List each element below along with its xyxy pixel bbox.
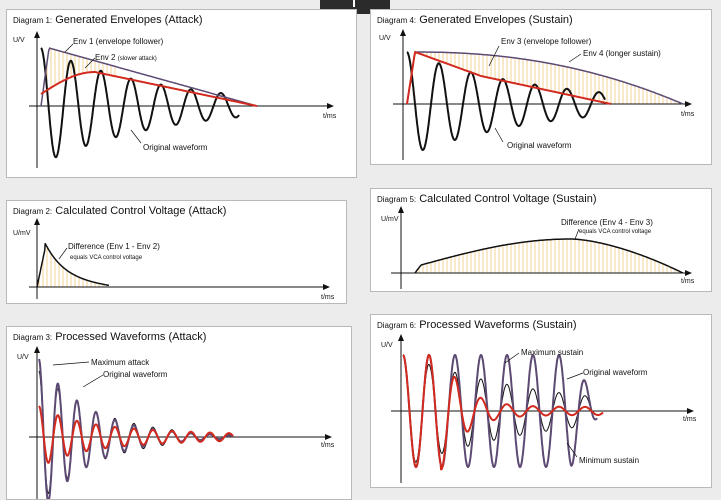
- x-axis-label: t/ms: [683, 416, 697, 423]
- max-label: Maximum sustain: [521, 348, 583, 357]
- diff-label: Difference (Env 1 - Env 2): [68, 242, 160, 251]
- env3-leader: [488, 45, 500, 67]
- diagram-3-title: Diagram 3: Processed Waveforms (Attack): [13, 331, 207, 343]
- x-axis-arrow: [323, 284, 330, 290]
- diff-note: equals VCA control voltage: [579, 229, 652, 235]
- env3-curve: [406, 50, 612, 105]
- orig-label: Original waveform: [103, 370, 168, 379]
- env4-curve: [406, 51, 684, 105]
- y-axis-label: U/mV: [13, 230, 31, 237]
- max-leader: [504, 352, 520, 364]
- wave-leader: [130, 129, 142, 144]
- env1-curve: [40, 47, 258, 107]
- env4-leader: [568, 53, 582, 63]
- orig-label: Original waveform: [583, 368, 648, 377]
- y-axis-label: U/V: [379, 35, 391, 42]
- diagram-3-panel: Diagram 3: Processed Waveforms (Attack) …: [6, 326, 352, 500]
- x-axis-arrow: [325, 434, 332, 440]
- env2-label: Env 2 (slower attack): [95, 53, 157, 62]
- difference-curve: [414, 238, 684, 274]
- x-axis-arrow: [685, 270, 692, 276]
- env4-label: Env 4 (longer sustain): [583, 49, 661, 58]
- y-axis-label: U/V: [17, 354, 29, 361]
- env3-label: Env 3 (envelope follower): [501, 37, 592, 46]
- x-axis-label: t/ms: [321, 442, 335, 449]
- diagram-1-panel: Diagram 1: Generated Envelopes (Attack) …: [6, 9, 357, 178]
- maximum-attack-waveform: [38, 358, 234, 499]
- y-axis-arrow: [400, 29, 406, 36]
- wave-leader: [494, 127, 504, 143]
- x-axis-arrow: [685, 101, 692, 107]
- orig-leader: [82, 374, 104, 388]
- diff-leader: [58, 247, 68, 260]
- max-label: Maximum attack: [91, 358, 150, 367]
- diff-leader: [574, 228, 580, 240]
- y-axis-label: U/V: [381, 342, 393, 349]
- wave-label: Original waveform: [143, 143, 208, 152]
- y-axis-label: U/V: [13, 37, 25, 44]
- y-axis-label: U/mV: [381, 216, 399, 223]
- diagram-6-title: Diagram 6: Processed Waveforms (Sustain): [377, 319, 577, 331]
- diagram-4-title: Diagram 4: Generated Envelopes (Sustain): [377, 14, 573, 26]
- original-waveform: [406, 51, 606, 152]
- max-leader: [52, 361, 90, 366]
- diagram-4-plot: U/V t/ms Env 3 (envelope follower) Env 4…: [379, 29, 695, 160]
- env2-leader: [84, 57, 96, 69]
- x-axis-arrow: [687, 408, 694, 414]
- x-axis-label: t/ms: [681, 111, 695, 118]
- diagram-6-plot: U/V t/ms Maximum sustain Original wavefo…: [381, 334, 697, 483]
- y-axis-arrow: [398, 334, 404, 341]
- tab-notch: [353, 0, 355, 7]
- y-axis-arrow: [34, 346, 40, 353]
- difference-curve: [36, 243, 110, 288]
- x-axis-arrow: [327, 103, 334, 109]
- min-label: Minimum sustain: [579, 456, 639, 465]
- diagram-4-panel: Diagram 4: Generated Envelopes (Sustain)…: [370, 9, 712, 165]
- minimum-sustain-waveform: [402, 353, 604, 471]
- x-axis-label: t/ms: [323, 113, 337, 120]
- x-axis-label: t/ms: [321, 294, 335, 301]
- diagram-6-panel: Diagram 6: Processed Waveforms (Sustain)…: [370, 314, 712, 488]
- env1-leader: [64, 43, 74, 53]
- x-axis-label: t/ms: [681, 278, 695, 285]
- y-axis-arrow: [398, 206, 404, 213]
- original-waveform: [40, 47, 240, 159]
- diagram-5-plot: U/mV t/ms Difference (Env 4 - Env 3) equ…: [381, 206, 695, 289]
- diff-note: equals VCA control voltage: [70, 255, 143, 261]
- diagram-2-plot: U/mV t/ms Difference (Env 1 - Env 2) equ…: [13, 218, 335, 301]
- y-axis-arrow: [34, 218, 40, 225]
- diagram-5-panel: Diagram 5: Calculated Control Voltage (S…: [370, 188, 712, 292]
- wave-label: Original waveform: [507, 141, 572, 150]
- diagram-5-title: Diagram 5: Calculated Control Voltage (S…: [377, 193, 597, 205]
- diff-label: Difference (Env 4 - Env 3): [561, 218, 653, 227]
- min-leader: [566, 442, 578, 458]
- diagram-3-plot: U/V t/ms Maximum attack Original wavefor…: [17, 346, 335, 499]
- diagram-1-title: Diagram 1: Generated Envelopes (Attack): [13, 14, 203, 26]
- processed-waveform: [38, 405, 234, 464]
- env1-label: Env 1 (envelope follower): [73, 37, 164, 46]
- diagram-1-plot: U/V t/ms Env 1 (envelope follower) Env 2…: [13, 31, 337, 168]
- diagram-2-panel: Diagram 2: Calculated Control Voltage (A…: [6, 200, 347, 304]
- env2-curve: [40, 71, 258, 107]
- y-axis-arrow: [34, 31, 40, 38]
- orig-leader: [566, 372, 584, 380]
- diagram-2-title: Diagram 2: Calculated Control Voltage (A…: [13, 205, 227, 217]
